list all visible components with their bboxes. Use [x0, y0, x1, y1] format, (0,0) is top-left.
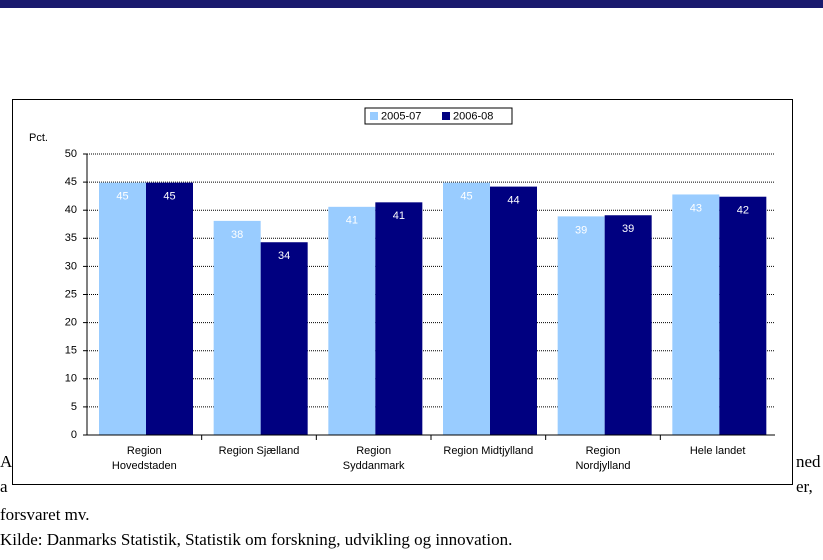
- value-label: 41: [393, 210, 405, 222]
- x-tick-label: Region Sjælland: [218, 445, 300, 457]
- value-label: 39: [575, 224, 587, 236]
- y-tick-label: 25: [65, 288, 77, 300]
- legend-label: 2005-07: [381, 110, 421, 122]
- bar: [443, 182, 490, 435]
- legend-swatch: [370, 112, 378, 120]
- doc-line: forsvaret mv.: [0, 505, 90, 524]
- legend-label: 2006-08: [453, 110, 493, 122]
- bar: [557, 216, 605, 435]
- y-axis-label: Pct.: [29, 132, 48, 144]
- y-tick-label: 50: [65, 148, 77, 160]
- doc-line: Kilde: Danmarks Statistik, Statistik om …: [0, 530, 513, 549]
- bar: [604, 215, 652, 435]
- y-tick-label: 10: [65, 373, 77, 385]
- value-label: 44: [507, 195, 519, 207]
- bar: [719, 196, 767, 435]
- y-tick-label: 45: [65, 176, 77, 188]
- bar: [672, 194, 720, 435]
- doc-fragment: er,: [796, 477, 813, 496]
- value-label: 38: [231, 229, 243, 241]
- value-label: 43: [690, 202, 702, 214]
- y-tick-label: 30: [65, 260, 77, 272]
- legend-swatch: [442, 112, 450, 120]
- value-label: 39: [622, 223, 634, 235]
- bar: [328, 206, 376, 435]
- doc-fragment: a: [0, 477, 8, 496]
- top-bar: [0, 0, 823, 8]
- y-tick-label: 5: [71, 401, 77, 413]
- doc-fragment: A: [0, 452, 13, 471]
- value-label: 45: [163, 191, 175, 203]
- value-label: 45: [460, 191, 472, 203]
- x-tick-label: Region Syddanmark: [342, 445, 405, 472]
- value-label: 34: [278, 250, 290, 262]
- bar: [260, 242, 308, 435]
- value-label: 42: [737, 205, 749, 217]
- x-tick-label: Region Nordjylland: [575, 445, 631, 472]
- chart: Pct. 0 5 10 15 20 25 30 35 40 45 50 45 45 38 34 41 41 45 4…: [12, 99, 794, 486]
- value-label: 41: [346, 215, 358, 227]
- bar: [490, 186, 537, 435]
- y-tick-label: 0: [71, 429, 77, 441]
- y-tick-label: 35: [65, 232, 77, 244]
- y-tick-label: 15: [65, 345, 77, 357]
- x-tick-label: Region Hovedstaden: [111, 445, 177, 472]
- y-tick-label: 40: [65, 204, 77, 216]
- value-label: 45: [116, 191, 128, 203]
- x-tick-label: Region Midtjylland: [443, 445, 534, 457]
- bar: [99, 182, 146, 435]
- legend-frame: [364, 107, 513, 125]
- y-tick-label: 20: [65, 317, 77, 329]
- bar: [213, 220, 261, 435]
- x-tick-label: Hele landet: [689, 445, 746, 457]
- doc-fragment: ned: [796, 452, 821, 471]
- bar: [375, 202, 423, 435]
- bar: [146, 182, 193, 435]
